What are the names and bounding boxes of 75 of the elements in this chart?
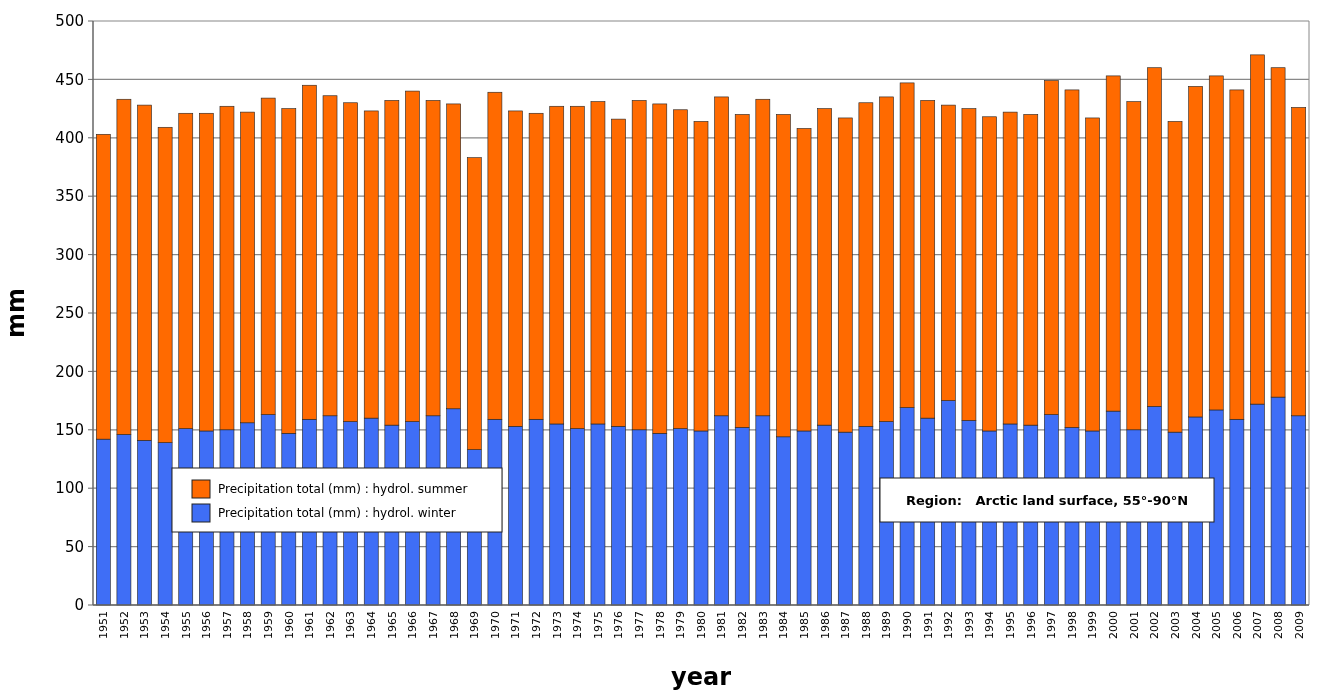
x-tick-label: 1985 [797,611,811,639]
x-tick-label: 1955 [179,611,193,639]
y-tick-label: 500 [55,12,84,31]
y-tick-label: 450 [55,70,84,89]
x-tick-label: 1973 [550,611,564,639]
x-tick-label: 1959 [262,611,276,639]
y-tick-label: 50 [64,537,84,556]
x-tick-label: 1986 [818,611,832,639]
x-tick-label: 1965 [385,611,399,639]
x-tick-label: 1990 [900,611,914,639]
x-tick-label: 2009 [1292,611,1306,639]
x-tick-label: 1962 [323,611,337,639]
x-tick-label: 1996 [1024,611,1038,639]
x-tick-label: 1968 [447,611,461,639]
x-tick-label: 1975 [591,611,605,639]
y-tick-label: 200 [55,362,84,381]
x-tick-label: 1974 [571,611,585,639]
x-tick-label: 1954 [158,611,172,639]
x-tick-label: 1970 [488,611,502,639]
x-tick-label: 1957 [220,611,234,639]
x-tick-label: 1971 [509,611,523,639]
x-tick-label: 1987 [839,611,853,639]
x-tick-label: 1967 [426,611,440,639]
x-tick-label: 2004 [1189,611,1203,639]
legend-label: Precipitation total (mm) : hydrol. summer [218,482,468,497]
x-tick-label: 1960 [282,611,296,639]
x-tick-label: 1963 [344,611,358,639]
x-tick-label: 1998 [1065,611,1079,639]
x-tick-label: 1989 [880,611,894,639]
x-tick-label: 1982 [736,611,750,639]
x-tick-label: 1993 [962,611,976,639]
legend-label: Precipitation total (mm) : hydrol. winter [218,506,456,521]
x-tick-label: 1978 [653,611,667,639]
x-tick-label: 1984 [777,611,791,639]
x-tick-label: 2003 [1168,611,1182,639]
x-tick-label: 1961 [303,611,317,639]
x-axis-title: year [671,663,732,691]
x-tick-label: 1995 [1004,611,1017,639]
x-tick-label: 2001 [1127,611,1141,639]
x-tick-label: 1966 [406,611,420,639]
x-tick-label: 1976 [612,611,626,639]
x-tick-label: 1969 [468,611,482,639]
x-tick-label: 1999 [1086,611,1100,639]
y-axis-title: mm [2,287,30,339]
x-tick-label: 1977 [633,611,647,639]
x-tick-label: 1994 [983,611,997,639]
x-tick-label: 1997 [1045,611,1059,639]
y-tick-label: 0 [74,596,84,615]
x-tick-label: 2000 [1107,611,1121,639]
x-tick-label: 1951 [97,611,111,639]
x-tick-label: 1988 [859,611,873,639]
x-tick-label: 2005 [1210,611,1224,639]
x-tick-label: 1972 [529,611,543,639]
x-tick-label: 1964 [365,611,379,639]
x-tick-label: 1979 [674,611,688,639]
y-tick-label: 150 [55,421,84,440]
x-tick-label: 1992 [942,611,956,639]
x-tick-label: 2008 [1271,611,1285,639]
y-tick-label: 250 [55,304,84,323]
x-tick-label: 1952 [117,611,131,639]
x-tick-label: 1956 [200,611,214,639]
x-tick-label: 1981 [715,611,729,639]
x-tick-label: 1991 [921,611,935,639]
y-tick-label: 100 [55,479,84,498]
x-tick-label: 1983 [756,611,770,639]
x-tick-label: 1980 [694,611,708,639]
y-tick-label: 300 [55,245,84,264]
x-tick-label: 1953 [138,611,152,639]
annotation: Region: Arctic land surface, 55°-90°N [905,492,1189,508]
x-tick-label: 2006 [1230,611,1244,639]
x-tick-label: 2002 [1148,611,1162,639]
x-tick-label: 2007 [1251,611,1265,639]
y-tick-label: 350 [55,187,84,206]
x-tick-label: 1958 [241,611,255,639]
y-tick-label: 400 [55,129,84,148]
